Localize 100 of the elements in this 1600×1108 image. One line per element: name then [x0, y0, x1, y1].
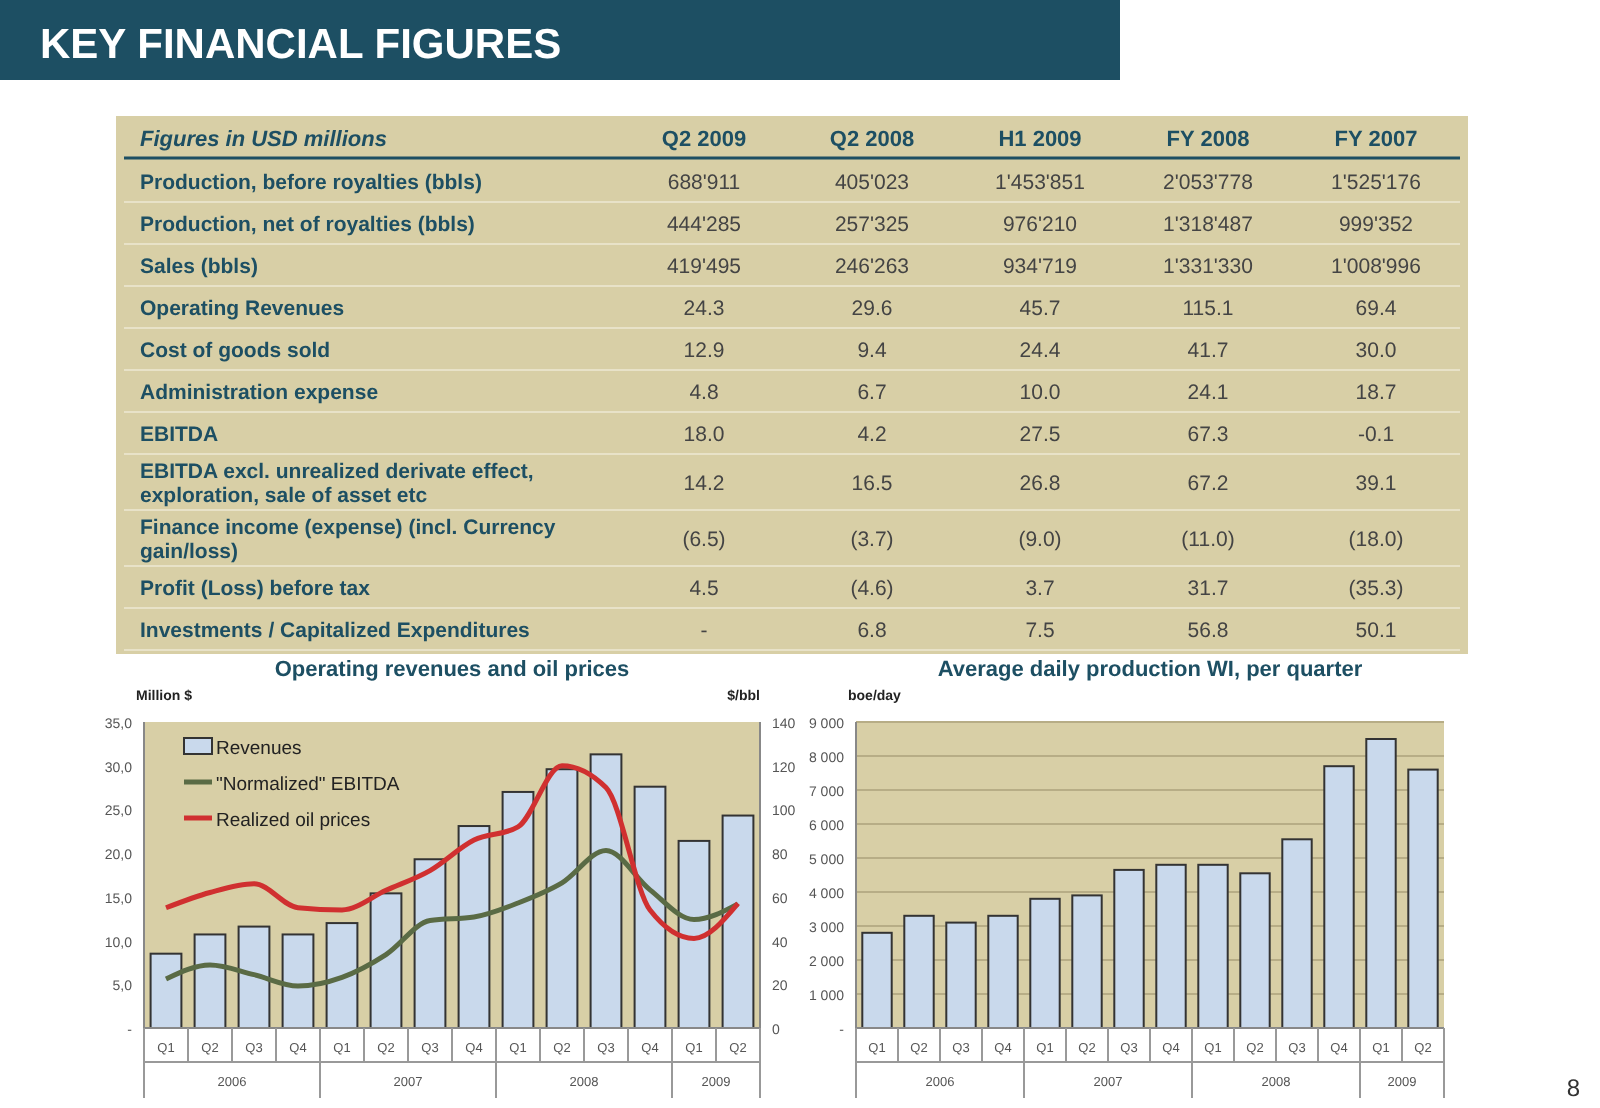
text: 4.5 — [689, 577, 719, 601]
text: 24.1 — [1187, 381, 1229, 405]
category-label: FY 2007 — [1334, 128, 1418, 152]
text: 115.1 — [1182, 297, 1234, 321]
text: (3.7) — [850, 528, 894, 552]
category-label: Investments / Capitalized Expenditures — [140, 619, 530, 643]
text: 18.7 — [1355, 381, 1397, 405]
text: 41.7 — [1187, 339, 1229, 363]
text: 1'318'487 — [1163, 213, 1253, 237]
text: 1'525'176 — [1331, 171, 1421, 195]
bar — [1365, 738, 1397, 1029]
legend-label: Realized oil prices — [216, 810, 371, 832]
bar — [369, 892, 403, 1029]
text: 405'023 — [834, 171, 910, 195]
category-label: FY 2008 — [1166, 128, 1250, 152]
text: 39.1 — [1355, 472, 1397, 496]
bar — [1281, 838, 1313, 1029]
bar — [677, 839, 711, 1029]
chart-title: Operating revenues and oil prices — [274, 658, 630, 682]
bar — [861, 931, 893, 1029]
category-label: Cost of goods sold — [140, 339, 331, 363]
text: 24.4 — [1019, 339, 1061, 363]
text: 7.5 — [1025, 619, 1055, 643]
bar — [1155, 863, 1187, 1029]
text: 50.1 — [1355, 619, 1397, 643]
text: 419'495 — [666, 255, 742, 279]
category-label: Production, before royalties (bbls) — [140, 171, 482, 195]
bar — [945, 921, 977, 1029]
text: 14.2 — [683, 472, 725, 496]
text: (35.3) — [1348, 577, 1404, 601]
category-label: H1 2009 — [998, 128, 1082, 152]
text: 67.3 — [1187, 423, 1229, 447]
text: 27.5 — [1019, 423, 1061, 447]
text: 3.7 — [1025, 577, 1055, 601]
text: 9.4 — [857, 339, 887, 363]
text: 999'352 — [1338, 213, 1414, 237]
bar — [237, 925, 271, 1029]
bar — [1113, 868, 1145, 1029]
text: 4.2 — [857, 423, 887, 447]
text: (4.6) — [850, 577, 894, 601]
bar — [545, 768, 579, 1029]
text: 6.8 — [857, 619, 887, 643]
text: 934'719 — [1002, 255, 1078, 279]
category-label: Q2 2008 — [829, 128, 915, 152]
bar — [1197, 863, 1229, 1029]
text: 1'453'851 — [995, 171, 1085, 195]
text: 2'053'778 — [1163, 171, 1253, 195]
category-label: EBITDA — [140, 423, 219, 447]
bar — [149, 952, 183, 1029]
text: 1'331'330 — [1163, 255, 1253, 279]
legend-label: "Normalized" EBITDA — [216, 774, 401, 796]
text: 18.0 — [683, 423, 725, 447]
category-label: Administration expense — [140, 381, 379, 405]
category-label: Finance income (expense) (incl. Currency gain/loss) — [140, 516, 556, 564]
text: 246'263 — [834, 255, 910, 279]
text: 69.4 — [1355, 297, 1397, 321]
text: 688'911 — [667, 171, 741, 195]
category-label: EBITDA excl. unrealized derivate effect, exploration, sale of asset etc — [140, 460, 534, 508]
line-series — [163, 763, 741, 941]
text: 10.0 — [1019, 381, 1061, 405]
text: 31.7 — [1187, 577, 1229, 601]
text: 6.7 — [857, 381, 887, 405]
text: Figures in USD millions — [140, 128, 387, 152]
bar — [413, 858, 447, 1029]
text: 257'325 — [834, 213, 910, 237]
text: 67.2 — [1187, 472, 1229, 496]
bar — [1029, 897, 1061, 1029]
text: 976'210 — [1002, 213, 1078, 237]
line-series — [163, 848, 741, 989]
text: - — [700, 619, 708, 643]
category-label: Operating Revenues — [140, 297, 345, 321]
bar — [1239, 872, 1271, 1029]
bar — [1071, 894, 1103, 1029]
text: 45.7 — [1019, 297, 1061, 321]
bar — [501, 790, 535, 1029]
bar — [987, 914, 1019, 1029]
text: (18.0) — [1348, 528, 1404, 552]
text: 16.5 — [851, 472, 893, 496]
text: 1'008'996 — [1331, 255, 1421, 279]
text: 56.8 — [1187, 619, 1229, 643]
bar — [589, 753, 623, 1029]
text: (11.0) — [1181, 528, 1235, 552]
bar — [193, 933, 227, 1029]
legend-label: Revenues — [216, 738, 303, 760]
bar — [281, 933, 315, 1029]
bar — [721, 814, 755, 1029]
text: 29.6 — [851, 297, 893, 321]
text: 444'285 — [666, 213, 742, 237]
text: 12.9 — [683, 339, 725, 363]
bar — [1323, 765, 1355, 1029]
bar — [903, 914, 935, 1029]
bar — [325, 922, 359, 1029]
text: 4.8 — [689, 381, 719, 405]
category-label: Profit (Loss) before tax — [140, 577, 370, 601]
text: 30.0 — [1355, 339, 1397, 363]
text: -0.1 — [1357, 423, 1395, 447]
bar — [457, 825, 491, 1029]
category-label: Sales (bbls) — [140, 255, 258, 279]
text: KEY FINANCIAL FIGURES — [40, 22, 562, 68]
text: (6.5) — [682, 528, 726, 552]
